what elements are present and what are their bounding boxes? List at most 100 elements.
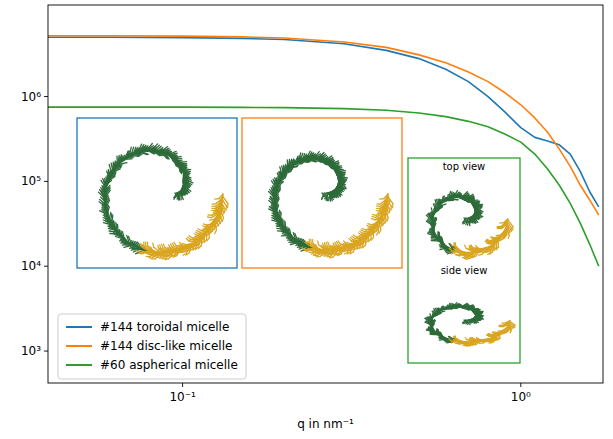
lipid-segment bbox=[176, 161, 182, 165]
lipid-tail bbox=[453, 243, 454, 247]
lipid-segment bbox=[269, 207, 276, 211]
lipid-segment bbox=[150, 147, 156, 150]
lipid-segment bbox=[433, 218, 434, 226]
lipid-tail bbox=[497, 226, 501, 228]
lipid-segment bbox=[156, 150, 164, 151]
lipid-tail bbox=[372, 216, 376, 218]
lipid-segment bbox=[106, 185, 110, 189]
lipid-segment bbox=[505, 220, 507, 225]
lipid-segment bbox=[112, 168, 115, 174]
lipid-segment bbox=[435, 205, 440, 212]
lipid-tail bbox=[478, 254, 482, 256]
lipid-segment bbox=[457, 194, 462, 197]
lipid-tail bbox=[463, 257, 467, 259]
lipid-segment bbox=[437, 200, 439, 207]
lipid-segment bbox=[290, 159, 292, 166]
lipid-segment bbox=[216, 217, 218, 223]
lipid-tail bbox=[512, 227, 513, 231]
lipid-tail bbox=[454, 336, 455, 338]
lipid-segment bbox=[314, 152, 320, 159]
lipid-segment bbox=[322, 193, 325, 200]
lipid-tail bbox=[162, 244, 163, 248]
lipid-tail bbox=[392, 204, 394, 208]
lipid-segment bbox=[182, 169, 191, 170]
lipid-segment bbox=[448, 198, 454, 200]
lipid-tail bbox=[368, 227, 372, 228]
lipid-tail bbox=[342, 244, 345, 246]
lipid-segment bbox=[335, 188, 337, 195]
lipid-tail bbox=[335, 253, 339, 254]
lipid-segment bbox=[325, 193, 328, 201]
lipid-segment bbox=[377, 224, 378, 232]
lipid-tail bbox=[380, 198, 384, 200]
lipid-segment bbox=[321, 159, 329, 160]
lipid-tail bbox=[220, 220, 221, 224]
lipid-tail bbox=[390, 206, 392, 210]
lipid-segment bbox=[382, 214, 384, 221]
lipid-segment bbox=[430, 228, 434, 232]
lipid-segment bbox=[102, 203, 105, 208]
lipid-tail bbox=[455, 336, 457, 338]
lipid-segment bbox=[147, 144, 153, 151]
lipid-segment bbox=[211, 214, 218, 218]
lipid-segment bbox=[382, 215, 384, 222]
lipid-segment bbox=[118, 163, 127, 165]
lipid-tail bbox=[302, 248, 306, 250]
lipid-segment bbox=[140, 251, 148, 252]
lipid-tail bbox=[177, 246, 180, 248]
lipid-segment bbox=[311, 159, 317, 162]
lipid-segment bbox=[270, 197, 275, 205]
lipid-tail bbox=[449, 248, 452, 251]
lipid-tail bbox=[385, 220, 386, 224]
lipid-tail bbox=[197, 231, 201, 233]
lipid-segment bbox=[440, 247, 449, 249]
lipid-tail bbox=[379, 230, 381, 234]
lipid-segment bbox=[477, 250, 482, 252]
illustrations: top viewside view bbox=[77, 118, 520, 363]
lipid-segment bbox=[288, 239, 295, 241]
lipid-tail bbox=[205, 234, 208, 236]
lipid-tail bbox=[454, 243, 455, 247]
lipid-tail bbox=[326, 242, 327, 246]
lipid-segment bbox=[126, 151, 130, 158]
lipid-tail bbox=[337, 242, 339, 245]
lipid-tail bbox=[203, 229, 207, 230]
lipid-segment bbox=[471, 202, 478, 204]
lipid-segment bbox=[185, 179, 188, 184]
lipid-segment bbox=[337, 187, 340, 195]
lipid-segment bbox=[433, 217, 434, 224]
lipid-segment bbox=[459, 196, 467, 197]
lipid-segment bbox=[319, 157, 325, 160]
lipid-segment bbox=[377, 223, 378, 231]
lipid-tail bbox=[491, 238, 495, 239]
lipid-segment bbox=[462, 198, 471, 200]
lipid-segment bbox=[170, 251, 177, 253]
lipid-tail bbox=[353, 235, 356, 237]
lipid-segment bbox=[290, 166, 298, 167]
lipid-tail bbox=[212, 203, 216, 205]
lipid-segment bbox=[282, 170, 285, 176]
lipid-tail bbox=[508, 235, 509, 238]
lipid-segment bbox=[509, 323, 513, 327]
inset-box bbox=[242, 118, 402, 268]
lipid-segment bbox=[504, 231, 505, 237]
lipid-segment bbox=[289, 239, 296, 240]
lipid-tail bbox=[207, 216, 211, 218]
lipid-tail bbox=[224, 209, 226, 213]
lipid-tail bbox=[183, 253, 186, 255]
lipid-segment bbox=[467, 252, 472, 257]
lipid-tail bbox=[198, 229, 202, 231]
lipid-tail bbox=[488, 252, 491, 254]
lipid-segment bbox=[458, 252, 466, 255]
lipid-segment bbox=[380, 217, 382, 223]
lipid-tail bbox=[497, 228, 501, 229]
lipid-tail bbox=[331, 246, 334, 249]
lipid-segment bbox=[100, 211, 108, 215]
lipid-segment bbox=[338, 177, 340, 186]
lipid-tail bbox=[151, 258, 155, 259]
micelle-drawing bbox=[425, 303, 515, 347]
lipid-tail bbox=[351, 241, 355, 243]
lipid-segment bbox=[192, 238, 200, 241]
lipid-tail bbox=[316, 256, 320, 257]
lipid-tail bbox=[310, 239, 311, 243]
